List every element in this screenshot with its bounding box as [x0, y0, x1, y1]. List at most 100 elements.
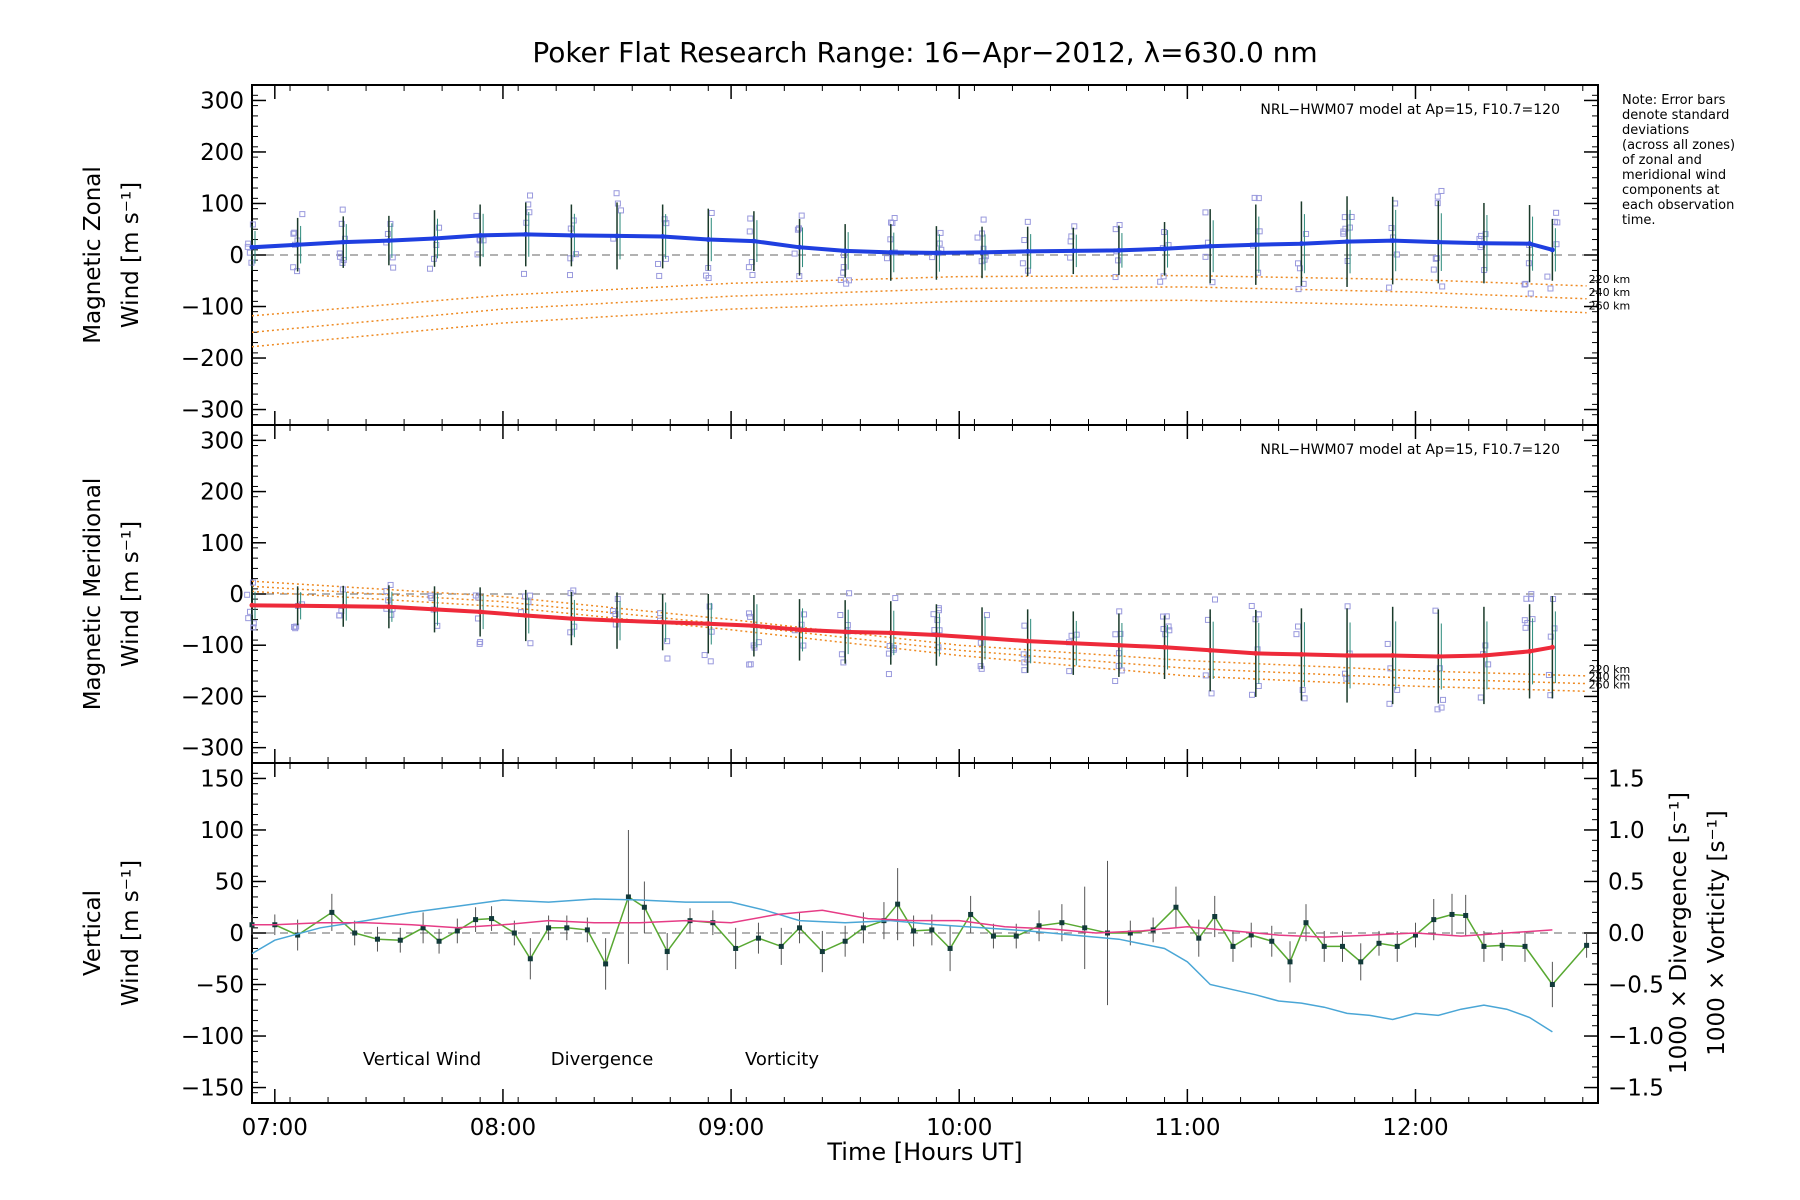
y-tick-label: −150: [181, 1076, 244, 1102]
zone-sample: [749, 271, 756, 278]
zone-sample: [1301, 695, 1308, 702]
series-point-zonal: [523, 231, 529, 237]
series-point-vertical: [352, 930, 358, 936]
zone-sample: [1067, 238, 1074, 245]
y-axis-label: Wind [m s⁻¹]: [118, 521, 144, 667]
zone-sample: [1553, 241, 1560, 248]
x-tick-label: 10:00: [926, 1115, 992, 1141]
zone-sample: [1388, 225, 1395, 232]
y-tick-label: 200: [200, 140, 244, 166]
zone-sample: [837, 276, 844, 283]
zone-sample: [840, 264, 847, 271]
series-point-vertical: [1549, 982, 1555, 988]
zone-sample: [1067, 254, 1074, 261]
zone-sample: [336, 250, 343, 257]
zone-sample: [745, 264, 752, 271]
zone-sample: [1521, 281, 1528, 288]
zone-sample: [567, 255, 574, 262]
y-axis-label: Wind [m s⁻¹]: [118, 860, 144, 1006]
zone-sample: [801, 611, 808, 618]
zone-sample: [746, 228, 753, 235]
series-point-zonal: [1435, 239, 1441, 245]
series-point-vertical: [778, 943, 784, 949]
series-point-meridional: [660, 619, 666, 625]
zone-sample: [1293, 631, 1300, 638]
series-point-meridional: [1070, 640, 1076, 646]
series-point-meridional: [1298, 651, 1304, 657]
zone-sample: [840, 659, 847, 666]
note-line: meridional wind: [1622, 168, 1726, 183]
zone-sample: [1482, 231, 1489, 238]
y-axis-label: Wind [m s⁻¹]: [118, 182, 144, 328]
series-point-vertical: [1059, 920, 1065, 926]
zone-sample: [1432, 607, 1439, 614]
panel-vertical: −150 −100 −50 0 50 100 150 Vertical Wind [m s⁻¹]…: [80, 762, 1730, 1141]
zone-sample: [983, 612, 990, 619]
zone-sample: [1523, 595, 1530, 602]
series-point-zonal: [888, 249, 894, 255]
y-tick-label: 100: [200, 818, 244, 844]
zone-sample: [794, 226, 801, 233]
series-point-meridional: [1527, 648, 1533, 654]
series-point-vertical: [1394, 943, 1400, 949]
series-point-vertical: [990, 933, 996, 939]
series-point-vertical: [546, 925, 552, 931]
zone-sample: [245, 240, 252, 247]
zone-sample: [1394, 686, 1401, 693]
zone-sample: [1255, 611, 1262, 618]
series-point-zonal: [1527, 241, 1533, 247]
zone-sample: [937, 229, 944, 236]
zone-sample: [567, 629, 574, 636]
series-point-zonal: [295, 242, 301, 248]
series-point-meridional: [1549, 644, 1555, 650]
series-point-vertical: [1230, 943, 1236, 949]
zone-sample: [614, 200, 621, 207]
zone-sample: [1066, 668, 1073, 675]
zone-sample: [977, 639, 984, 646]
model-curve-label: 240 km: [1589, 286, 1631, 299]
series-point-vertical: [420, 925, 426, 931]
zone-sample: [843, 280, 850, 287]
zone-sample: [1553, 209, 1560, 216]
series-point-zonal: [614, 233, 620, 239]
zone-sample: [747, 215, 754, 222]
zone-sample: [387, 581, 394, 588]
y2-tick-label: 0.0: [1608, 921, 1645, 947]
model-curve: [251, 299, 1587, 348]
series-point-vertical: [1173, 904, 1179, 910]
panel-meridional: −300 −200 −100 0 100 200 300 Magnetic Meridiona…: [80, 424, 1630, 764]
zone-sample: [1255, 195, 1262, 202]
zone-sample: [1528, 591, 1535, 598]
zone-sample: [1019, 260, 1026, 267]
zone-sample: [1386, 284, 1393, 291]
series-point-zonal: [660, 233, 666, 239]
note-line: time.: [1622, 213, 1656, 228]
series-point-zonal: [568, 232, 574, 238]
series-point-vertical: [1584, 942, 1590, 948]
zone-sample: [1160, 626, 1167, 633]
zone-sample: [1430, 266, 1437, 273]
zone-sample: [390, 264, 397, 271]
zone-sample: [299, 211, 306, 218]
zone-sample: [339, 206, 346, 213]
zone-sample: [891, 215, 898, 222]
y-tick-label: −200: [181, 684, 244, 710]
zone-sample: [846, 590, 853, 597]
series-point-vertical: [1376, 940, 1382, 946]
zone-sample: [701, 652, 708, 659]
zone-sample: [745, 610, 752, 617]
vorticity-axis-label: 1000 × Vorticity [s⁻¹]: [1704, 810, 1730, 1056]
series-line-vorticity: [252, 909, 1553, 938]
model-curve: [251, 590, 1587, 693]
zone-sample: [1160, 273, 1167, 280]
zone-sample: [1521, 617, 1528, 624]
x-axis-label: Time [Hours UT]: [826, 1138, 1022, 1166]
zone-sample: [1160, 613, 1167, 620]
series-point-meridional: [1116, 642, 1122, 648]
legend-divergence: Divergence: [551, 1049, 654, 1070]
series-point-zonal: [797, 244, 803, 250]
zone-sample: [1303, 230, 1310, 237]
zone-sample: [1212, 596, 1219, 603]
zone-sample: [1112, 631, 1119, 638]
